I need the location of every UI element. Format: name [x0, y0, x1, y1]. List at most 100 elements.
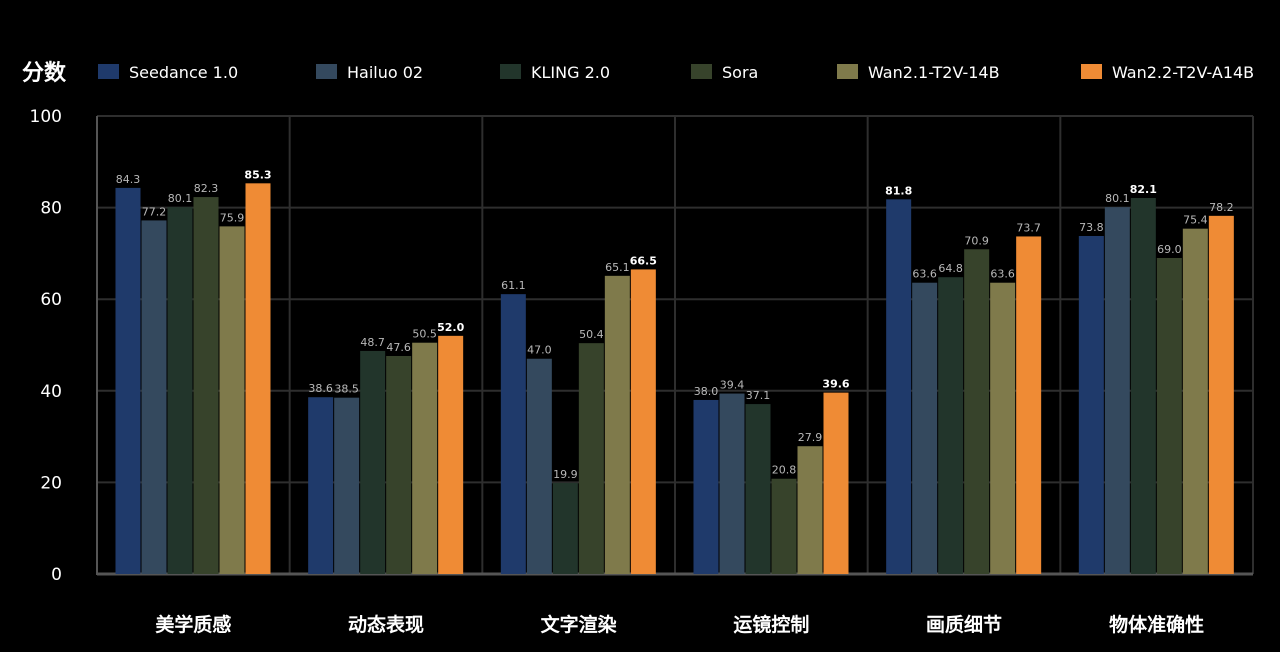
data-label: 47.6	[386, 341, 411, 354]
value-labels: 84.377.280.182.375.985.338.6 38.548.7 47.6…	[116, 168, 1234, 481]
legend-swatch	[98, 64, 119, 79]
legend-swatch	[500, 64, 521, 79]
bar	[141, 220, 167, 574]
bar	[990, 282, 1016, 574]
data-label: 19.9	[553, 468, 578, 481]
bar	[526, 358, 552, 574]
data-label: 84.3	[116, 173, 141, 186]
bar	[1156, 257, 1182, 574]
bar	[771, 478, 797, 574]
y-tick-label: 40	[40, 382, 62, 402]
bar	[386, 355, 412, 574]
bar	[693, 399, 719, 574]
data-label: 38.5	[334, 383, 359, 396]
bar	[438, 335, 464, 574]
x-category-label: 美学质感	[155, 613, 231, 636]
bar	[193, 197, 219, 575]
bars	[115, 183, 1234, 575]
data-label: 48.7	[360, 336, 385, 349]
data-label: 38.0	[694, 385, 719, 398]
legend-label: Seedance 1.0	[129, 63, 238, 82]
bar	[797, 446, 823, 574]
x-axis-labels: 美学质感 动态表现 文字渲染 运镜控制 画质细节 物体准确性	[155, 613, 1204, 636]
legend-swatch	[691, 64, 712, 79]
bar	[245, 183, 271, 575]
bar	[1130, 197, 1156, 574]
bar	[167, 207, 193, 574]
data-label: 70.9	[964, 234, 989, 247]
data-label: 73.7	[1016, 221, 1041, 234]
data-label: 61.1	[501, 279, 526, 292]
x-category-label: 画质细节	[926, 613, 1002, 636]
data-label: 75.9	[220, 211, 245, 224]
bar	[115, 187, 141, 574]
data-label: 78.2	[1209, 201, 1234, 214]
bar	[938, 277, 964, 574]
data-label: 20.8	[772, 464, 797, 477]
data-label: 39.4	[720, 379, 745, 392]
data-label: 81.8	[885, 184, 912, 197]
y-axis-label: 分数	[22, 60, 67, 86]
data-label: 50.4	[579, 328, 604, 341]
data-label: 39.6	[822, 378, 849, 391]
data-label: 66.5	[630, 254, 657, 267]
bar	[1104, 207, 1130, 574]
bar	[360, 350, 386, 574]
y-tick-label: 100	[30, 107, 62, 127]
data-label: 27.9	[798, 431, 823, 444]
data-label: 80.1	[168, 192, 193, 205]
data-label: 73.8	[1079, 221, 1104, 234]
data-label: 75.4	[1183, 214, 1208, 227]
legend-swatch	[837, 64, 858, 79]
bar	[719, 393, 745, 574]
bar	[630, 269, 656, 574]
y-tick-label: 60	[40, 290, 62, 310]
data-label: 82.1	[1130, 183, 1157, 196]
bar	[412, 342, 438, 574]
data-label: 37.1	[746, 389, 771, 402]
bar	[334, 397, 360, 574]
data-label: 65.1	[605, 261, 630, 274]
bar	[964, 249, 990, 574]
bar	[578, 343, 604, 574]
bar	[1208, 215, 1234, 574]
legend-swatch	[1081, 64, 1102, 79]
data-label: 64.8	[938, 262, 963, 275]
data-label: 85.3	[244, 168, 271, 181]
bar	[1078, 235, 1104, 574]
bar	[219, 226, 245, 575]
grid	[96, 115, 1254, 576]
data-label: 80.1	[1105, 192, 1130, 205]
data-label: 47.0	[527, 344, 552, 357]
bar	[604, 275, 630, 574]
legend: Seedance 1.0 Hailuo 02 KLING 2.0 Sora Wan2.1…	[98, 63, 1254, 82]
legend-swatch	[316, 64, 337, 79]
y-tick-label: 0	[51, 565, 62, 585]
data-label: 63.6	[990, 268, 1015, 281]
data-label: 82.3	[194, 182, 219, 195]
legend-label: Wan2.2-T2V-A14B	[1112, 63, 1254, 82]
x-category-label: 文字渲染	[541, 613, 617, 636]
legend-label: Hailuo 02	[347, 63, 423, 82]
bar	[500, 294, 526, 574]
x-category-label: 运镜控制	[733, 613, 809, 636]
x-category-label: 动态表现	[348, 613, 424, 636]
data-label: 69.0	[1157, 243, 1182, 256]
y-tick-label: 20	[40, 473, 62, 493]
bar	[745, 404, 771, 574]
bar	[308, 397, 334, 574]
bar	[886, 199, 912, 574]
bar	[1182, 228, 1208, 574]
x-category-label: 物体准确性	[1109, 613, 1204, 636]
bar	[552, 482, 578, 574]
data-label: 50.5	[412, 328, 437, 341]
data-label: 38.6	[308, 382, 333, 395]
data-label: 63.6	[912, 268, 937, 281]
data-label: 52.0	[437, 321, 464, 334]
bar	[823, 392, 849, 574]
bar	[912, 282, 938, 574]
legend-label: Wan2.1-T2V-14B	[868, 63, 1000, 82]
data-label: 77.2	[142, 205, 167, 218]
bar	[1016, 236, 1042, 575]
